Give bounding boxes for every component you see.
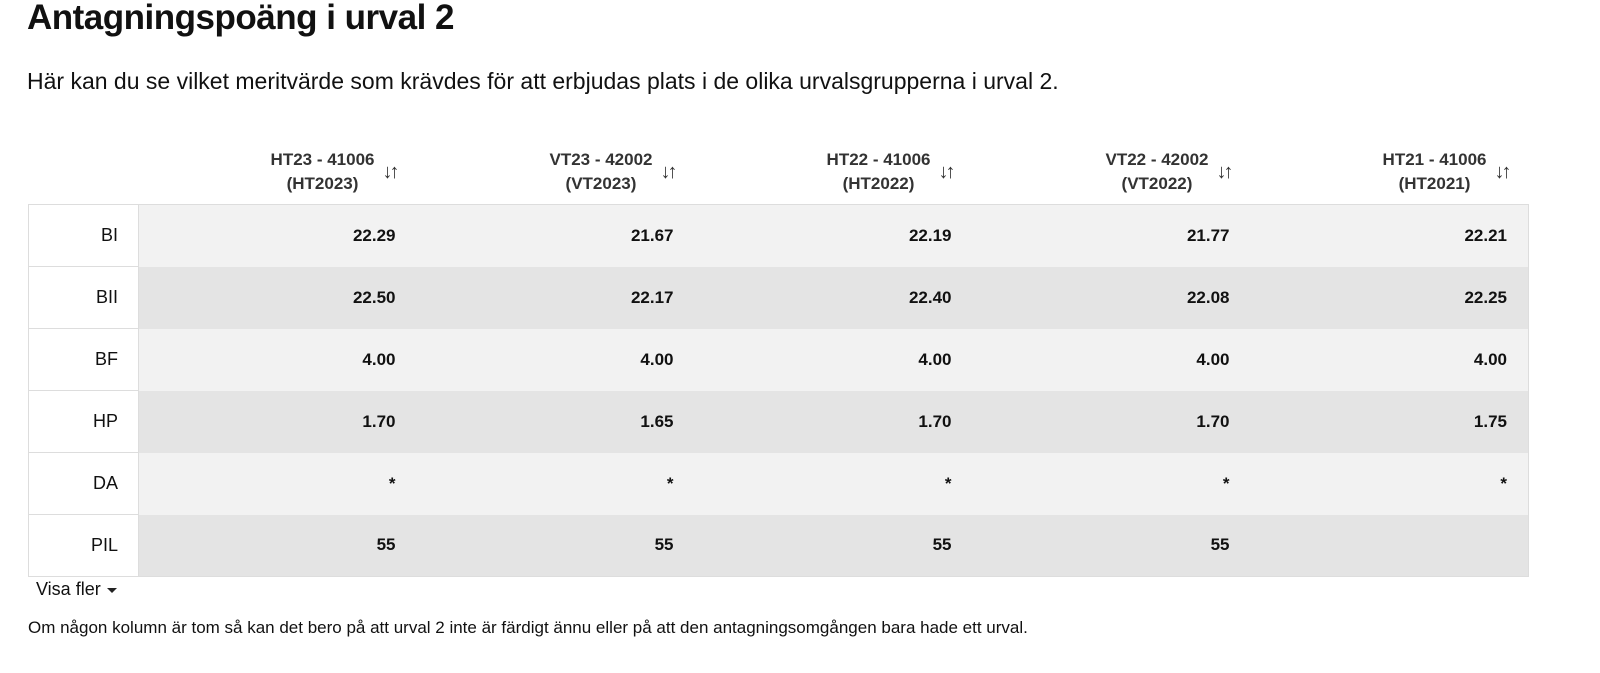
- column-label[interactable]: VT23 - 42002: [549, 150, 653, 169]
- header-content[interactable]: VT22 - 42002 (VT2022) ↓↑: [1105, 148, 1234, 196]
- score-cell: 1.70: [694, 390, 973, 453]
- column-term[interactable]: (VT2023): [565, 174, 637, 193]
- header-text[interactable]: HT21 - 41006 (HT2021): [1383, 148, 1487, 196]
- header-text[interactable]: VT22 - 42002 (VT2022): [1105, 148, 1208, 196]
- score-cell: 4.00: [972, 328, 1251, 391]
- table-row: BF 4.00 4.00 4.00 4.00 4.00: [28, 328, 1529, 391]
- score-cell: 1.75: [1250, 390, 1529, 453]
- header-text[interactable]: VT23 - 42002 (VT2023): [549, 148, 652, 196]
- score-cell: 55: [694, 514, 973, 577]
- score-cell: 4.00: [1250, 328, 1529, 391]
- score-cell: 22.21: [1250, 204, 1529, 267]
- column-header[interactable]: VT23 - 42002 (VT2023) ↓↑: [417, 140, 695, 205]
- table-row: DA * * * * *: [28, 452, 1529, 515]
- score-cell: 4.00: [138, 328, 417, 391]
- column-label[interactable]: VT22 - 42002: [1105, 150, 1209, 169]
- row-group: BI: [28, 204, 139, 267]
- show-more[interactable]: Visa fler: [36, 579, 117, 600]
- score-cell: 1.70: [138, 390, 417, 453]
- score-table: HT23 - 41006 (HT2023) ↓↑ VT23 - 42002 (VT202…: [28, 140, 1529, 577]
- column-label[interactable]: HT23 - 41006: [270, 150, 375, 169]
- sort-icon[interactable]: ↓↑: [1216, 160, 1234, 183]
- score-cell: *: [138, 452, 417, 515]
- score-cell: 22.17: [416, 266, 695, 329]
- score-cell: 22.29: [138, 204, 417, 267]
- score-cell: 22.40: [694, 266, 973, 329]
- column-label[interactable]: HT22 - 41006: [826, 150, 931, 169]
- sort-icon[interactable]: ↓↑: [382, 160, 400, 183]
- title: Antagningspoäng i urval 2: [27, 0, 454, 37]
- row-group: DA: [28, 452, 139, 515]
- header-content[interactable]: HT23 - 41006 (HT2023) ↓↑: [271, 148, 400, 196]
- table-body: BI 22.29 21.67 22.19 21.77 22.21 BII 22.50 22.17…: [28, 204, 1529, 577]
- score-cell: *: [1250, 452, 1529, 515]
- row-group: BII: [28, 266, 139, 329]
- column-term[interactable]: (HT2022): [842, 174, 915, 193]
- header-content[interactable]: HT22 - 41006 (HT2022) ↓↑: [827, 148, 956, 196]
- score-cell: 21.77: [972, 204, 1251, 267]
- score-cell: 22.50: [138, 266, 417, 329]
- score-cell: 22.19: [694, 204, 973, 267]
- sort-icon[interactable]: ↓↑: [660, 160, 678, 183]
- score-cell: 22.08: [972, 266, 1251, 329]
- score-cell: 55: [138, 514, 417, 577]
- show-more-label[interactable]: Visa fler: [36, 579, 101, 599]
- score-cell: [1250, 514, 1529, 577]
- score-cell: 1.70: [972, 390, 1251, 453]
- column-header[interactable]: HT23 - 41006 (HT2023) ↓↑: [139, 140, 417, 205]
- description: Här kan du se vilket meritvärde som kräv…: [27, 68, 1059, 94]
- table-row: BII 22.50 22.17 22.40 22.08 22.25: [28, 266, 1529, 329]
- score-cell: 22.25: [1250, 266, 1529, 329]
- table-row: HP 1.70 1.65 1.70 1.70 1.75: [28, 390, 1529, 453]
- score-cell: *: [972, 452, 1251, 515]
- row-group: PIL: [28, 514, 139, 577]
- score-cell: 1.65: [416, 390, 695, 453]
- column-term[interactable]: (HT2023): [286, 174, 359, 193]
- header-content[interactable]: VT23 - 42002 (VT2023) ↓↑: [549, 148, 678, 196]
- sort-icon[interactable]: ↓↑: [938, 160, 956, 183]
- score-cell: 4.00: [416, 328, 695, 391]
- corner-cell: [29, 140, 139, 205]
- table-row: PIL 55 55 55 55: [28, 514, 1529, 577]
- score-cell: 55: [972, 514, 1251, 577]
- score-cell: 4.00: [694, 328, 973, 391]
- footnote: Om någon kolumn är tom så kan det bero p…: [28, 618, 1028, 637]
- header-text[interactable]: HT23 - 41006 (HT2023): [271, 148, 375, 196]
- sort-icon[interactable]: ↓↑: [1494, 160, 1512, 183]
- column-term[interactable]: (HT2021): [1398, 174, 1471, 193]
- row-group: HP: [28, 390, 139, 453]
- score-cell: 55: [416, 514, 695, 577]
- column-term[interactable]: (VT2022): [1121, 174, 1193, 193]
- column-header[interactable]: HT22 - 41006 (HT2022) ↓↑: [695, 140, 973, 205]
- header-text[interactable]: HT22 - 41006 (HT2022): [827, 148, 931, 196]
- column-header[interactable]: HT21 - 41006 (HT2021) ↓↑: [1251, 140, 1529, 205]
- score-cell: *: [416, 452, 695, 515]
- row-group: BF: [28, 328, 139, 391]
- caret-icon[interactable]: [106, 587, 117, 593]
- column-label[interactable]: HT21 - 41006: [1382, 150, 1487, 169]
- header-row: HT23 - 41006 (HT2023) ↓↑ VT23 - 42002 (VT202…: [29, 140, 1529, 205]
- score-cell: 21.67: [416, 204, 695, 267]
- header-content[interactable]: HT21 - 41006 (HT2021) ↓↑: [1383, 148, 1512, 196]
- table-row: BI 22.29 21.67 22.19 21.77 22.21: [28, 204, 1529, 267]
- score-cell: *: [694, 452, 973, 515]
- column-header[interactable]: VT22 - 42002 (VT2022) ↓↑: [973, 140, 1251, 205]
